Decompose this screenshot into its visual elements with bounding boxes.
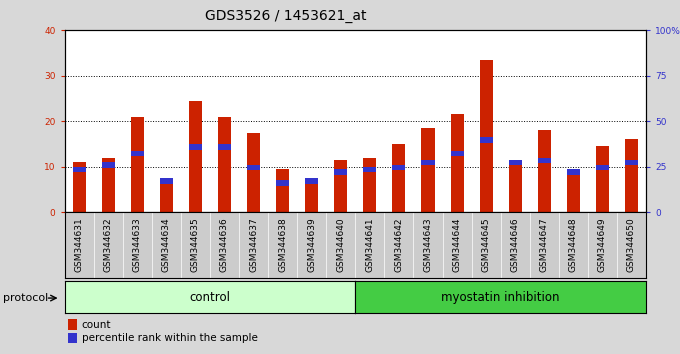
Text: GSM344638: GSM344638 [278,218,287,272]
Text: GDS3526 / 1453621_at: GDS3526 / 1453621_at [205,9,367,23]
Text: GSM344645: GSM344645 [481,218,490,272]
Bar [538,130,551,212]
Bar [247,133,260,212]
Bar [596,165,609,170]
Text: GSM344647: GSM344647 [540,218,549,272]
Bar [392,165,405,170]
Bar [363,158,376,212]
Bar [509,160,522,212]
Text: GSM344644: GSM344644 [453,218,462,272]
Text: control: control [190,291,231,303]
Text: GSM344649: GSM344649 [598,218,607,272]
Bar [422,128,435,212]
Text: protocol: protocol [3,293,49,303]
Text: GSM344639: GSM344639 [307,218,316,272]
Bar [218,117,231,212]
Bar [218,144,231,149]
Bar [567,169,580,212]
Bar [247,165,260,170]
Text: count: count [82,320,111,330]
Bar [451,151,464,156]
Bar [363,167,376,172]
Bar [479,60,492,212]
Bar [625,160,638,165]
Bar [305,178,318,184]
Bar [189,101,202,212]
Text: GSM344632: GSM344632 [104,218,113,272]
Bar [73,167,86,172]
Bar [451,114,464,212]
Text: GSM344642: GSM344642 [394,218,403,272]
Bar [160,178,173,212]
Text: percentile rank within the sample: percentile rank within the sample [82,333,258,343]
Bar [131,117,143,212]
Bar [422,160,435,165]
Bar [102,158,115,212]
Bar [189,144,202,149]
Text: GSM344635: GSM344635 [191,218,200,272]
Bar [567,169,580,175]
Bar [479,137,492,143]
Text: GSM344646: GSM344646 [511,218,520,272]
Text: myostatin inhibition: myostatin inhibition [441,291,560,303]
Bar [509,160,522,165]
Bar [538,158,551,163]
Text: GSM344636: GSM344636 [220,218,229,272]
Text: GSM344643: GSM344643 [424,218,432,272]
Text: GSM344640: GSM344640 [337,218,345,272]
Bar [392,144,405,212]
Bar [335,160,347,212]
Text: GSM344637: GSM344637 [249,218,258,272]
Text: GSM344648: GSM344648 [569,218,578,272]
Bar [625,139,638,212]
Text: GSM344633: GSM344633 [133,218,141,272]
Bar [596,146,609,212]
Bar [160,178,173,184]
Text: GSM344631: GSM344631 [75,218,84,272]
Bar [305,178,318,212]
Bar [335,169,347,175]
Bar [131,151,143,156]
Text: GSM344641: GSM344641 [365,218,374,272]
Text: GSM344634: GSM344634 [162,218,171,272]
Bar [276,181,289,186]
Text: GSM344650: GSM344650 [627,218,636,272]
Bar [276,169,289,212]
Bar [73,162,86,212]
Bar [102,162,115,168]
